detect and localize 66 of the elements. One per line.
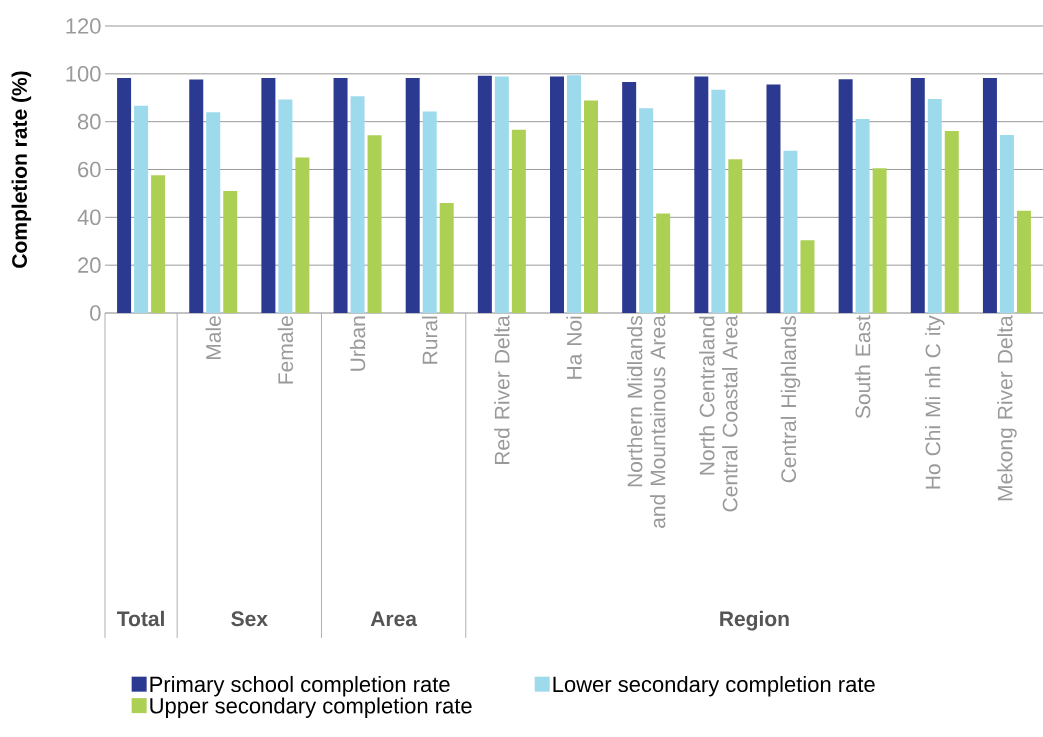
bar [206, 112, 221, 313]
bar [872, 168, 887, 313]
bar [694, 76, 709, 313]
bar [800, 240, 815, 313]
bar [278, 99, 293, 313]
bar [944, 130, 959, 313]
bar [405, 77, 420, 313]
bar [766, 84, 781, 313]
bar [134, 105, 149, 313]
bar [567, 75, 582, 313]
y-tick-label: 80 [77, 113, 101, 130]
y-tick-label: 40 [77, 209, 101, 226]
bar [367, 135, 382, 313]
y-axis-title: Completion rate (%) [11, 71, 32, 268]
bar [511, 129, 526, 313]
bar [151, 175, 166, 313]
bar [189, 79, 204, 313]
bar [927, 98, 942, 313]
legend-label: Lower secondary completion rate [553, 675, 875, 697]
x-tick-label: North Centraland Central Coastal Area [699, 315, 738, 512]
y-tick-label: 20 [78, 257, 101, 273]
bar [622, 81, 637, 313]
x-tick-label: Red River Delta [494, 315, 510, 465]
bar [333, 77, 348, 313]
text: Total [117, 610, 164, 627]
legend-label: Primary school completion rate [150, 675, 450, 697]
x-tick-label: Central Highlands [780, 316, 801, 483]
bar [584, 100, 599, 313]
x-tick-label: Rural [421, 316, 438, 364]
bar [350, 96, 365, 313]
x-tick-label: Ho Chi Mi nh C ity [925, 315, 945, 489]
bar [783, 150, 798, 313]
bar [439, 202, 454, 313]
bar [999, 135, 1014, 313]
bar [910, 77, 925, 313]
bar [1016, 210, 1031, 313]
x-tick-label: Northern Midlands and Mountainous Area [626, 315, 666, 528]
y-tick-label: 100 [66, 66, 101, 82]
bar [223, 191, 238, 313]
bar [477, 75, 492, 313]
legend-label: Upper secondary completion rate [150, 697, 472, 718]
bar [711, 89, 726, 313]
bar [494, 76, 509, 313]
y-tick-label: 120 [66, 18, 101, 34]
bar [656, 213, 671, 313]
x-tick-label: Urban [349, 316, 366, 371]
text: Region [720, 610, 789, 631]
bar [639, 108, 654, 313]
bar [855, 119, 870, 313]
x-tick-label: South East [854, 315, 871, 419]
x-tick-label: Female [277, 316, 294, 384]
bar [295, 157, 310, 313]
bar [261, 77, 276, 313]
bar [422, 111, 437, 313]
text: Area [370, 611, 418, 627]
x-tick-label: Ha Noi [566, 316, 582, 379]
bar [117, 77, 132, 313]
x-tick-label: Male [205, 316, 221, 359]
bar [838, 79, 853, 313]
bar [728, 159, 743, 313]
text: Sex [231, 611, 268, 627]
bar [982, 77, 997, 313]
x-tick-label: Mekong River Delta [997, 315, 1017, 501]
y-tick-label: 0 [90, 305, 101, 321]
y-tick-label: 60 [78, 161, 101, 178]
bar [550, 76, 565, 313]
